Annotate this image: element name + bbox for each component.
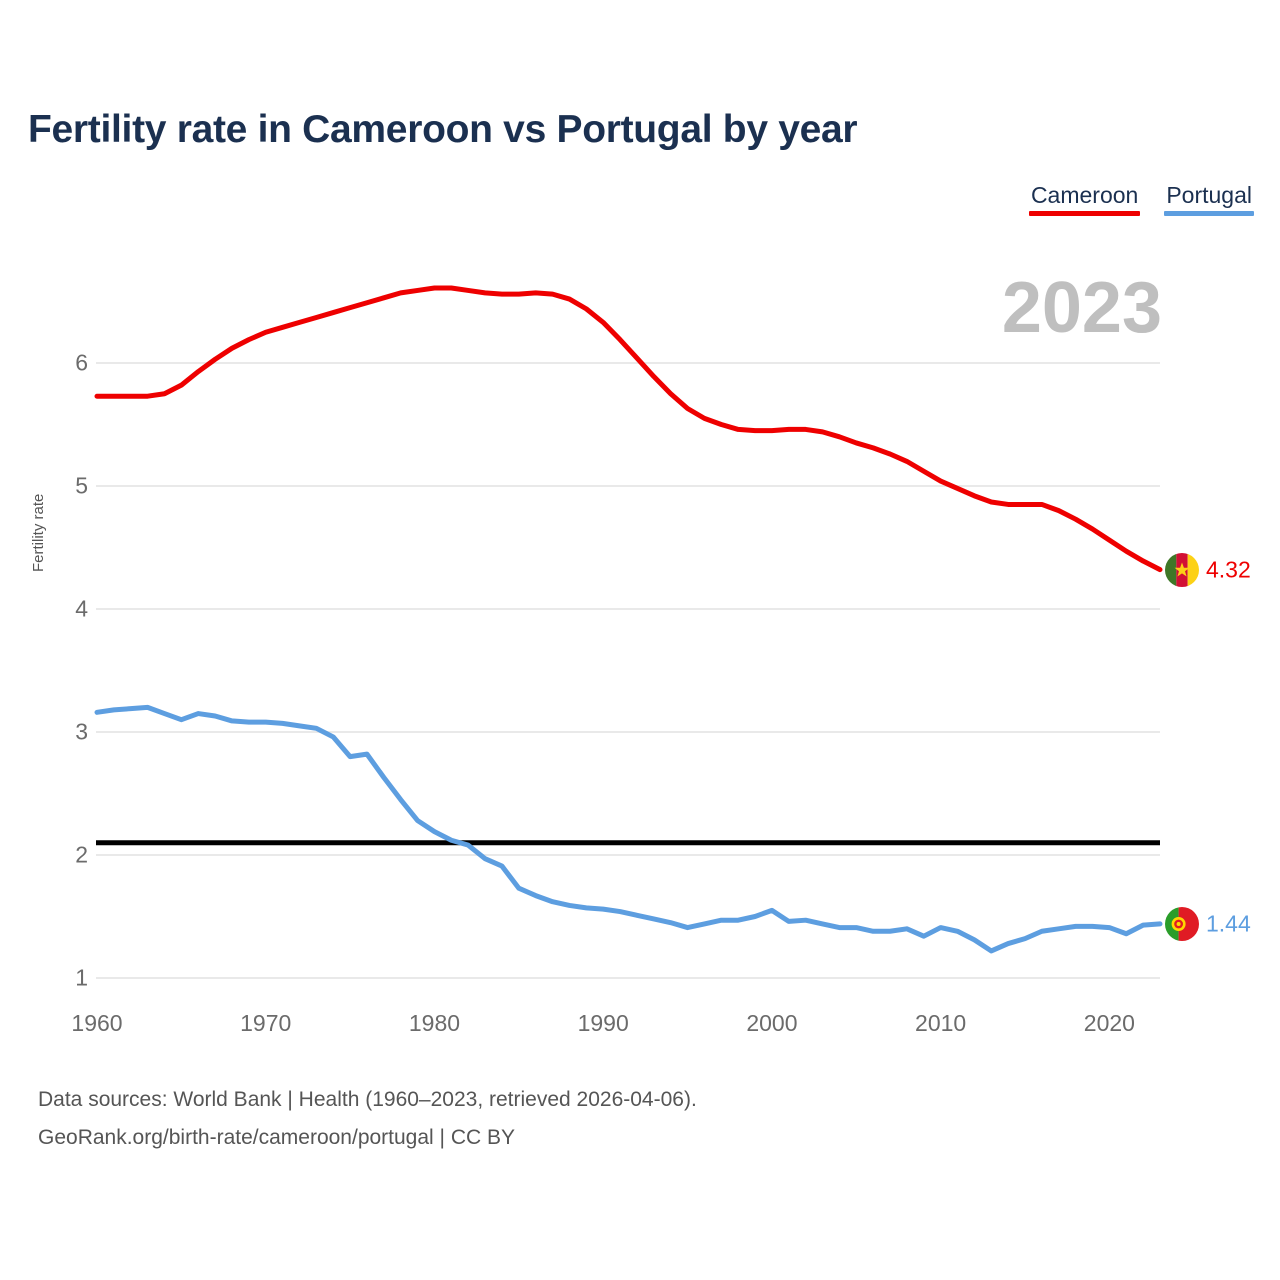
x-tick-2000: 2000 <box>746 1010 798 1036</box>
y-tick-4: 4 <box>75 595 88 622</box>
footer-attribution: GeoRank.org/birth-rate/cameroon/portugal… <box>38 1126 516 1149</box>
portugal-flag-icon <box>1165 906 1199 941</box>
year-watermark: 2023 <box>1001 268 1162 348</box>
legend-swatch-cameroon <box>1028 211 1141 217</box>
cameroon-flag-icon <box>1165 552 1199 587</box>
series-line-portugal <box>94 704 1163 954</box>
legend-label-cameroon: Cameroon <box>1030 182 1139 208</box>
x-tick-1980: 1980 <box>408 1010 461 1036</box>
y-tick-6: 6 <box>75 349 88 376</box>
y-tick-2: 2 <box>75 841 88 868</box>
x-tick-1960: 1960 <box>71 1010 123 1036</box>
y-tick-3: 3 <box>75 718 88 745</box>
x-tick-1970: 1970 <box>240 1010 292 1036</box>
legend-swatch-portugal <box>1164 211 1254 217</box>
x-tick-1990: 1990 <box>577 1010 629 1036</box>
y-tick-1: 1 <box>75 964 88 991</box>
footer-data-sources: Data sources: World Bank | Health (1960–… <box>38 1088 697 1111</box>
page-title: Fertility rate in Cameroon vs Portugal b… <box>28 108 858 151</box>
legend-label-portugal: Portugal <box>1166 182 1252 208</box>
x-tick-2020: 2020 <box>1083 1010 1135 1036</box>
cameroon-endpoint-value: 4.32 <box>1206 556 1251 583</box>
y-tick-5: 5 <box>75 472 88 499</box>
x-tick-2010: 2010 <box>915 1010 967 1036</box>
gridlines <box>96 362 1160 979</box>
series-line-cameroon <box>94 285 1163 573</box>
portugal-endpoint-value: 1.44 <box>1206 910 1251 937</box>
chart-legend: Cameroon Portugal <box>1028 182 1254 217</box>
legend-item-portugal[interactable]: Portugal <box>1164 182 1254 217</box>
legend-item-cameroon[interactable]: Cameroon <box>1028 182 1141 217</box>
